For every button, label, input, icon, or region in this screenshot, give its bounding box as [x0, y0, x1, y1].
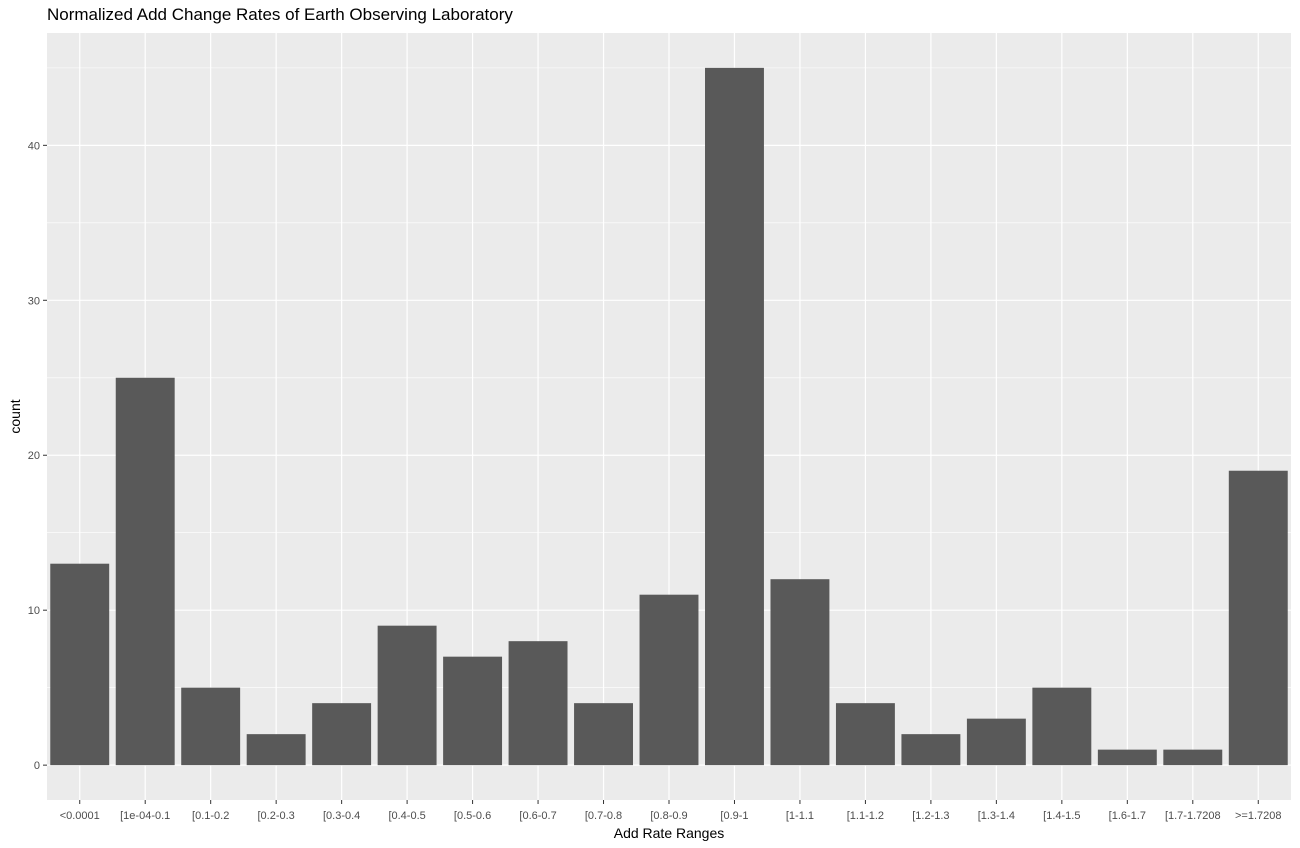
- bar: [1163, 749, 1223, 766]
- x-tick-label: [1.1-1.2: [847, 810, 884, 822]
- bar: [115, 377, 175, 766]
- bar: [574, 703, 633, 766]
- x-tick-label: [0.6-0.7: [519, 810, 556, 822]
- x-tick-label: [0.4-0.5: [388, 810, 425, 822]
- y-tick-label: 0: [34, 760, 40, 772]
- x-tick-label: [0.2-0.3: [258, 810, 295, 822]
- bar: [181, 687, 241, 766]
- bar: [508, 641, 568, 766]
- y-tick-label: 20: [28, 450, 40, 462]
- y-tick-label: 10: [28, 605, 40, 617]
- bar: [1097, 749, 1157, 766]
- bar: [443, 656, 503, 766]
- bar: [966, 718, 1026, 766]
- bar: [246, 734, 306, 766]
- x-tick-label: <0.0001: [60, 810, 100, 822]
- bar: [901, 734, 961, 766]
- bar: [835, 703, 895, 766]
- x-tick-label: [1.7-1.7208: [1165, 810, 1221, 822]
- x-tick-label: [1.3-1.4: [978, 810, 1015, 822]
- y-tick-label: 40: [28, 140, 40, 152]
- bar: [50, 563, 110, 766]
- bar: [377, 625, 437, 766]
- x-tick-label: [0.8-0.9: [650, 810, 687, 822]
- y-axis-title: count: [7, 399, 23, 433]
- x-axis-title: Add Rate Ranges: [614, 825, 725, 841]
- x-tick-label: [0.3-0.4: [323, 810, 360, 822]
- x-tick-label: [1e-04-0.1: [120, 810, 170, 822]
- bar: [770, 579, 830, 766]
- x-tick-label: [1.6-1.7: [1109, 810, 1146, 822]
- x-tick-label: [0.7-0.8: [585, 810, 622, 822]
- x-axis: <0.0001 [1e-04-0.1 [0.1-0.2 [0.2-0.3 [0.3-0.…: [60, 800, 1282, 822]
- bar: [639, 594, 699, 766]
- bars: [50, 67, 1288, 766]
- bar: [1032, 687, 1092, 766]
- x-tick-label: [1.4-1.5: [1043, 810, 1080, 822]
- y-tick-label: 30: [28, 295, 40, 307]
- chart-title: Normalized Add Change Rates of Earth Obs…: [47, 5, 513, 24]
- x-tick-label: [0.1-0.2: [192, 810, 229, 822]
- y-axis: 0 10 20 30 40: [28, 140, 47, 772]
- x-tick-label: [1.2-1.3: [912, 810, 949, 822]
- x-tick-label: [0.9-1: [720, 810, 748, 822]
- bar: [1228, 470, 1288, 766]
- x-tick-label: >=1.7208: [1235, 810, 1282, 822]
- x-tick-label: [0.5-0.6: [454, 810, 491, 822]
- bar: [705, 67, 764, 766]
- bar: [312, 703, 372, 766]
- x-tick-label: [1-1.1: [786, 810, 814, 822]
